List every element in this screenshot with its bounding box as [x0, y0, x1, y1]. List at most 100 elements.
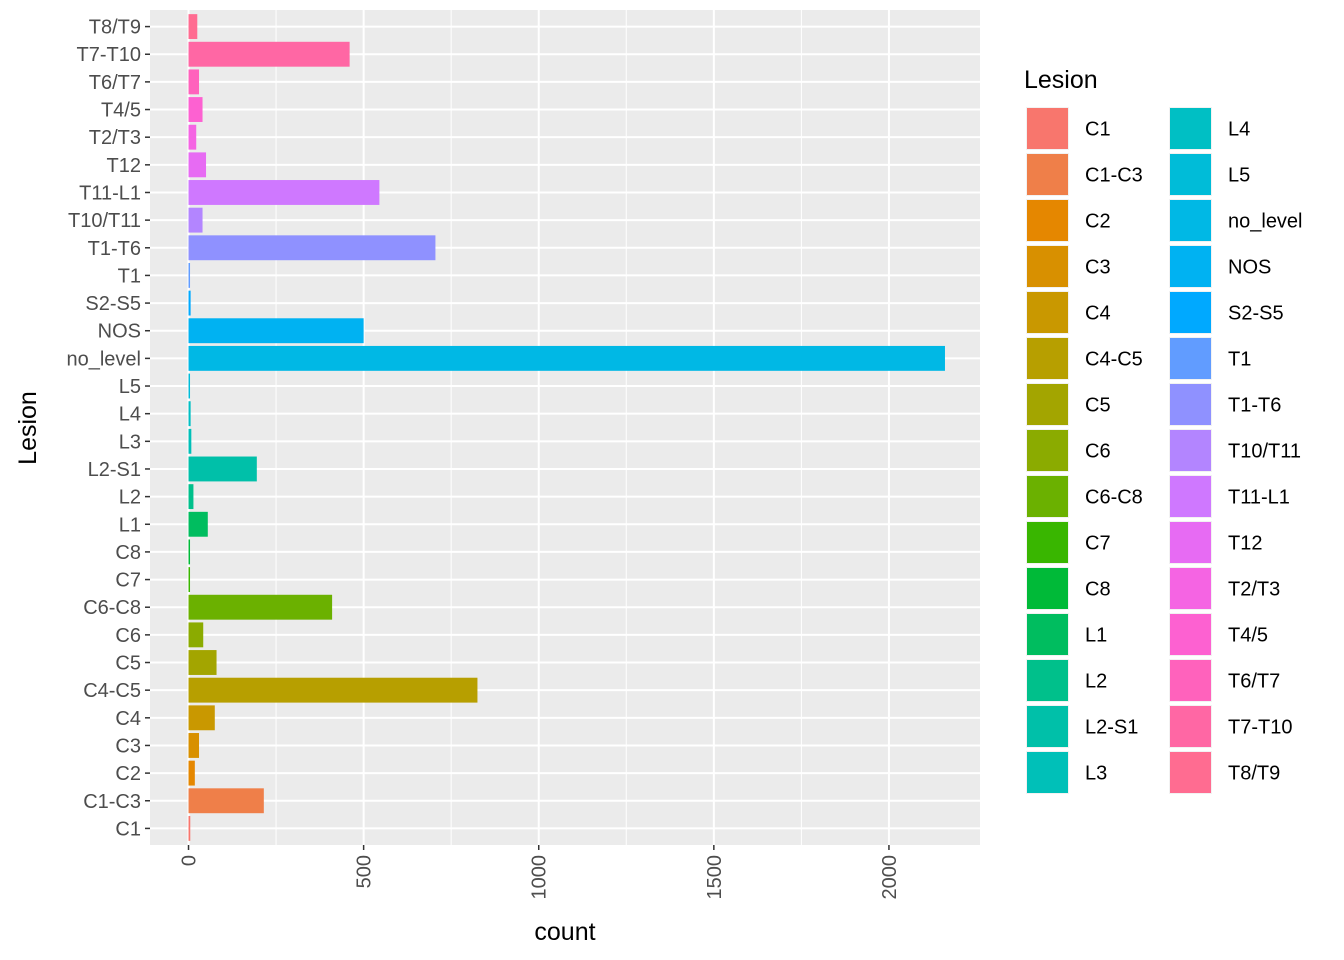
legend-label: T1 [1228, 349, 1251, 371]
legend-label: C8 [1085, 579, 1111, 601]
bar-C7 [188, 567, 191, 593]
legend-swatch-C3 [1027, 246, 1068, 287]
y-tick-label: C1-C3 [83, 791, 141, 813]
bar-L2-S1 [188, 456, 257, 482]
legend-label: C2 [1085, 211, 1111, 233]
legend-swatch-T6/T7 [1170, 660, 1211, 701]
bar-T1 [188, 262, 191, 288]
y-tick-label: T2/T3 [89, 127, 141, 149]
y-tick-label: C1 [115, 818, 141, 840]
y-tick-label: L1 [119, 514, 141, 536]
bar-T12 [188, 152, 207, 178]
legend-swatch-L4 [1170, 108, 1211, 149]
bar-T10/T11 [188, 207, 203, 233]
bar-T2/T3 [188, 124, 197, 150]
legend-swatch-L1 [1027, 614, 1068, 655]
bar-C6-C8 [188, 594, 333, 620]
bar-T11-L1 [188, 180, 380, 205]
y-tick-label: L4 [119, 404, 141, 426]
legend-label: S2-S5 [1228, 303, 1284, 325]
legend-swatch-C8 [1027, 568, 1068, 609]
legend-label: L1 [1085, 625, 1107, 647]
bar-C1-C3 [188, 788, 264, 814]
y-tick-label: L5 [119, 376, 141, 398]
legend-swatch-T1-T6 [1170, 384, 1211, 425]
bar-T6/T7 [188, 69, 200, 95]
bar-NOS [188, 318, 364, 344]
bar-T7-T10 [188, 41, 350, 67]
y-tick-label: T4/5 [101, 100, 141, 122]
x-tick-label: 500 [354, 855, 376, 888]
y-tick-label: C5 [115, 653, 141, 675]
y-tick-label: T1-T6 [88, 238, 141, 260]
legend-swatch-C1-C3 [1027, 154, 1068, 195]
y-tick-label: C6 [115, 625, 141, 647]
y-tick-label: C8 [115, 542, 141, 564]
legend-swatch-C4-C5 [1027, 338, 1068, 379]
grid-minor [275, 10, 802, 845]
y-tick-label: L3 [119, 431, 141, 453]
panel-background [150, 10, 980, 845]
y-tick-label: T10/T11 [68, 210, 141, 232]
legend-label: C7 [1085, 533, 1111, 555]
x-tick-label: 0 [179, 855, 201, 866]
legend-swatch-C1 [1027, 108, 1068, 149]
legend-label: C6-C8 [1085, 487, 1143, 509]
legend-title: Lesion [1024, 66, 1098, 94]
bar-T8/T9 [188, 14, 198, 40]
y-tick-label: NOS [98, 321, 141, 343]
legend-label: C6 [1085, 441, 1111, 463]
legend-swatch-T10/T11 [1170, 430, 1211, 471]
legend-label: T2/T3 [1228, 579, 1280, 601]
y-axis: C1 C1-C3 C2 C3 C4 C4-C5 C5 C6 C6-C8 C7 C8 L1 L2 L2-S1… [66, 17, 150, 840]
bar-L3 [188, 428, 192, 454]
y-tick-label: C2 [115, 763, 141, 785]
legend-swatch-T12 [1170, 522, 1211, 563]
legend-label: C3 [1085, 257, 1111, 279]
y-tick-label: C3 [115, 735, 141, 757]
legend-label: C1-C3 [1085, 165, 1143, 187]
y-tick-label: T1 [118, 265, 141, 287]
legend-label: C4-C5 [1085, 349, 1143, 371]
bar-L2 [188, 484, 194, 510]
bar-L4 [188, 401, 191, 427]
legend-label: C1 [1085, 119, 1111, 141]
legend-swatch-L3 [1027, 752, 1068, 793]
legend-swatch-S2-S5 [1170, 292, 1211, 333]
x-tick-label: 1500 [704, 855, 726, 900]
legend-swatch-C5 [1027, 384, 1068, 425]
legend-swatch-T11-L1 [1170, 476, 1211, 517]
y-tick-label: L2 [119, 487, 141, 509]
bar-L1 [188, 511, 208, 537]
y-tick-label: C6-C8 [83, 597, 141, 619]
bar-no_level [188, 345, 945, 371]
legend-swatch-C2 [1027, 200, 1068, 241]
legend-label: C4 [1085, 303, 1111, 325]
legend-label: T1-T6 [1228, 395, 1281, 417]
bar-T1-T6 [188, 235, 436, 261]
y-tick-label: no_level [66, 348, 141, 370]
legend-swatch-C6 [1027, 430, 1068, 471]
y-tick-label: T11-L1 [79, 182, 141, 204]
legend-swatch-C7 [1027, 522, 1068, 563]
y-tick-label: T8/T9 [89, 17, 141, 39]
grid-major [150, 10, 980, 845]
legend-swatch-C6-C8 [1027, 476, 1068, 517]
legend: Lesion C1 C1-C3 C2 C3 C4 C4-C5 C5 C6 C6-C8 C7 C8 L1… [1024, 66, 1303, 794]
legend-label: T7-T10 [1228, 717, 1292, 739]
bar-C1 [188, 815, 191, 841]
bar-S2-S5 [188, 290, 191, 316]
legend-swatch-T2/T3 [1170, 568, 1211, 609]
legend-swatch-T7-T10 [1170, 706, 1211, 747]
legend-swatch-L5 [1170, 154, 1211, 195]
y-tick-label: C4-C5 [83, 680, 141, 702]
bar-T4/5 [188, 97, 203, 122]
y-axis-title: Lesion [14, 391, 42, 465]
legend-label: L3 [1085, 763, 1107, 785]
legend-label: T6/T7 [1228, 671, 1280, 693]
y-tick-label: T7-T10 [77, 44, 141, 66]
bar-C6 [188, 622, 204, 648]
legend-label: L4 [1228, 119, 1250, 141]
legend-label: L2-S1 [1085, 717, 1138, 739]
legend-label: T8/T9 [1228, 763, 1280, 785]
